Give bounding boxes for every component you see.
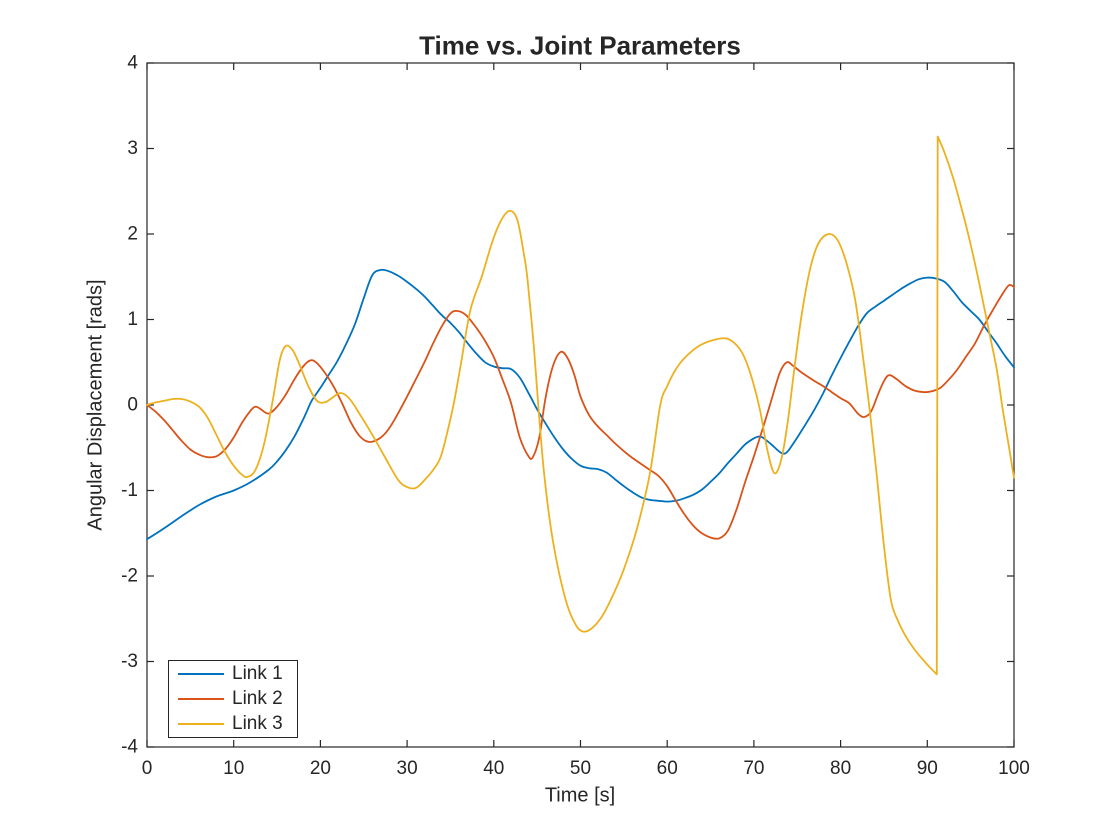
legend: Link 1 Link 2 Link 3 [168,660,298,738]
legend-item-link-3: Link 3 [169,712,297,737]
series-line-link-2 [146,283,1015,540]
y-tick-label: 2 [127,224,138,245]
y-tick-label: -1 [121,480,138,501]
y-tick-label: -3 [121,651,138,672]
legend-label: Link 2 [232,687,283,709]
x-tick-label: 20 [310,758,331,779]
legend-line-sample [178,697,224,700]
x-tick-label: 30 [397,758,418,779]
x-tick-label: 0 [142,758,153,779]
legend-label: Link 1 [232,662,283,684]
x-tick-label: 40 [483,758,504,779]
y-tick-label: 4 [127,53,138,74]
y-axis-label: Angular Displacement [rads] [84,279,107,531]
y-tick-label: -4 [121,737,138,758]
x-tick-label: 80 [830,758,851,779]
series-line-link-3 [146,135,1015,676]
y-tick-label: 0 [127,395,138,416]
x-tick-label: 60 [657,758,678,779]
plot-border [146,62,1015,748]
chart-title: Time vs. Joint Parameters [419,30,741,61]
y-tick-label: -2 [121,566,138,587]
x-tick-label: 10 [223,758,244,779]
x-tick-label: 100 [998,758,1030,779]
x-tick-label: 90 [917,758,938,779]
legend-line-sample [178,723,224,726]
legend-line-sample [178,672,224,675]
x-axis-label: Time [s] [544,784,616,807]
y-tick-label: 3 [127,138,138,159]
legend-item-link-1: Link 1 [169,661,297,686]
y-tick-label: 1 [127,309,138,330]
x-tick-label: 50 [570,758,591,779]
legend-label: Link 3 [232,713,283,735]
series-line-link-1 [146,268,1015,541]
x-tick-label: 70 [743,758,764,779]
legend-item-link-2: Link 2 [169,686,297,711]
